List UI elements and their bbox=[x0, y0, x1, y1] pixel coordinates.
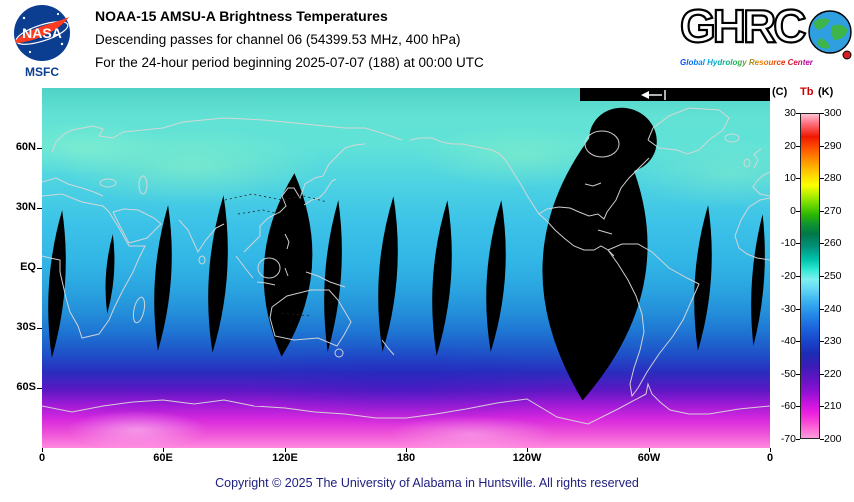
colorbar-tick-mark bbox=[796, 211, 800, 212]
colorbar-kelvin-value: 250 bbox=[824, 270, 842, 282]
swath-gap-layer bbox=[48, 88, 770, 401]
map-overlay bbox=[42, 88, 770, 425]
colorbar-tick-mark bbox=[820, 146, 824, 147]
lon-tick-mark bbox=[42, 448, 43, 452]
colorbar-tb-header: Tb bbox=[800, 86, 814, 98]
nasa-wordmark: NASA bbox=[22, 25, 62, 41]
colorbar-celsius-value: -70 bbox=[780, 433, 796, 445]
swath-direction-arrow-icon bbox=[641, 90, 666, 100]
colorbar-celsius-value: -10 bbox=[780, 237, 796, 249]
copyright-notice: Copyright © 2025 The University of Alaba… bbox=[215, 476, 639, 490]
lon-tick-label: 60W bbox=[637, 452, 661, 464]
colorbar-tick-mark bbox=[796, 406, 800, 407]
colorbar-celsius-value: -50 bbox=[780, 368, 796, 380]
msfc-label: MSFC bbox=[25, 65, 59, 79]
colorbar-kelvin-value: 270 bbox=[824, 205, 842, 217]
colorbar-celsius-value: 10 bbox=[784, 172, 796, 184]
lat-tick-label: 60N bbox=[15, 141, 36, 153]
nasa-insignia-icon: NASA bbox=[14, 5, 70, 61]
colorbar-tick-mark bbox=[796, 243, 800, 244]
polar-gap bbox=[580, 88, 770, 101]
colorbar-celsius-header: (C) bbox=[772, 86, 788, 98]
nasa-logo: NASA MSFC bbox=[10, 4, 80, 79]
colorbar-kelvin-value: 210 bbox=[824, 400, 842, 412]
ghrc-tagline: Global Hydrology Resource Center bbox=[680, 58, 813, 67]
colorbar-tick-mark bbox=[820, 374, 824, 375]
lat-tick-label: 60S bbox=[16, 381, 36, 393]
title-block: NOAA-15 AMSU-A Brightness Temperatures D… bbox=[95, 8, 655, 78]
colorbar-tick-mark bbox=[796, 146, 800, 147]
colorbar-tick-mark bbox=[820, 276, 824, 277]
ghrc-globe-icon bbox=[808, 10, 852, 60]
lon-tick-label: 120E bbox=[272, 452, 298, 464]
colorbar-celsius-value: 20 bbox=[784, 140, 796, 152]
lon-tick-label: 180 bbox=[396, 452, 416, 464]
subtitle-period: For the 24-hour period beginning 2025-07… bbox=[95, 55, 484, 70]
colorbar-tick-mark bbox=[796, 439, 800, 440]
colorbar-kelvin-value: 230 bbox=[824, 335, 842, 347]
colorbar-celsius-value: 30 bbox=[784, 107, 796, 119]
greenland-data-void bbox=[589, 107, 657, 173]
ghrc-logo: GHRC Global Hydrology Resource Center bbox=[679, 0, 854, 70]
ghrc-wordmark: GHRC bbox=[679, 0, 808, 53]
lon-tick-label: 60E bbox=[153, 452, 173, 464]
colorbar-tick-mark bbox=[796, 309, 800, 310]
colorbar-kelvin-value: 280 bbox=[824, 172, 842, 184]
colorbar-kelvin-value: 200 bbox=[824, 433, 842, 445]
colorbar-kelvin-value: 290 bbox=[824, 140, 842, 152]
page-title: NOAA-15 AMSU-A Brightness Temperatures bbox=[95, 8, 388, 24]
brightness-temperature-map bbox=[42, 88, 770, 448]
colorbar-kelvin-value: 220 bbox=[824, 368, 842, 380]
coastline-layer bbox=[42, 107, 770, 425]
colorbar-tick-mark bbox=[820, 406, 824, 407]
lon-tick-label: 0 bbox=[38, 452, 46, 464]
lon-tick-mark bbox=[527, 448, 528, 452]
lon-tick-label: 120W bbox=[512, 452, 542, 464]
colorbar-celsius-value: 0 bbox=[790, 205, 796, 217]
colorbar-kelvin-header: (K) bbox=[818, 86, 834, 98]
colorbar-tick-mark bbox=[820, 113, 824, 114]
colorbar-celsius-value: -20 bbox=[780, 270, 796, 282]
colorbar-kelvin-value: 260 bbox=[824, 237, 842, 249]
colorbar-tick-mark bbox=[796, 178, 800, 179]
large-data-void bbox=[542, 115, 648, 401]
lon-tick-mark bbox=[163, 448, 164, 452]
colorbar-tick-mark bbox=[796, 276, 800, 277]
colorbar-tick-mark bbox=[796, 374, 800, 375]
lat-tick-label: EQ bbox=[20, 261, 36, 273]
colorbar-tick-mark bbox=[820, 341, 824, 342]
colorbar-kelvin-value: 300 bbox=[824, 107, 842, 119]
colorbar-celsius-value: -60 bbox=[780, 400, 796, 412]
colorbar-tick-mark bbox=[820, 211, 824, 212]
colorbar: (C) Tb (K) 30 300 20 290 10 280 0 270 -10 260 -20 2… bbox=[770, 86, 854, 466]
colorbar-celsius-value: -30 bbox=[780, 303, 796, 315]
colorbar-celsius-value: -40 bbox=[780, 335, 796, 347]
colorbar-tick-mark bbox=[796, 113, 800, 114]
colorbar-tick-mark bbox=[820, 243, 824, 244]
colorbar-tick-mark bbox=[820, 178, 824, 179]
colorbar-tick-mark bbox=[796, 341, 800, 342]
subtitle-channel: Descending passes for channel 06 (54399.… bbox=[95, 32, 461, 47]
lat-tick-label: 30S bbox=[16, 321, 36, 333]
lat-tick-label: 30N bbox=[15, 201, 36, 213]
colorbar-gradient bbox=[800, 113, 820, 439]
lon-tick-mark bbox=[406, 448, 407, 452]
lon-tick-mark bbox=[285, 448, 286, 452]
colorbar-tick-mark bbox=[820, 439, 824, 440]
colorbar-kelvin-value: 240 bbox=[824, 303, 842, 315]
lon-tick-mark bbox=[649, 448, 650, 452]
dashed-border-layer bbox=[224, 193, 328, 317]
colorbar-tick-mark bbox=[820, 309, 824, 310]
